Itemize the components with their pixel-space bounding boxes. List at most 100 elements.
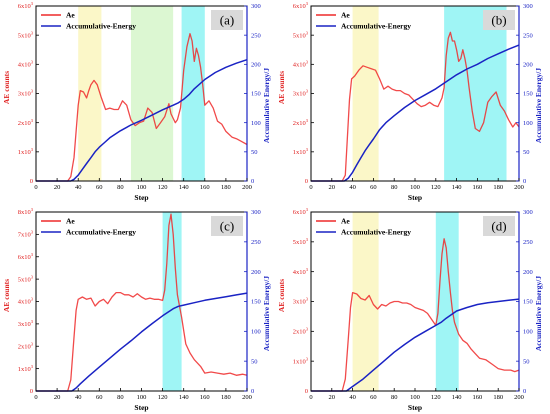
y-right-tick-label: 0: [523, 388, 526, 395]
legend: Ae Accumulative-Energy: [41, 11, 136, 31]
y-left-tick-base: 4x10: [293, 269, 306, 276]
y-left-tick-base: 0: [305, 388, 308, 395]
y-right-tick-label: 200: [251, 269, 261, 276]
y-left-tick-label: 1x103: [18, 364, 34, 373]
y-left-tick-base: 5x10: [293, 239, 306, 246]
x-tick-label: 140: [179, 184, 189, 191]
y-right-tick-label: 100: [251, 329, 261, 336]
x-tick-label: 80: [117, 394, 124, 401]
x-tick-label: 40: [349, 184, 356, 191]
legend-label-accumulative-energy: Accumulative-Energy: [66, 22, 136, 31]
y-left-tick-base: 2x10: [18, 343, 31, 350]
x-tick-label: 0: [309, 394, 312, 401]
y-left-axis-title: AE counts: [2, 71, 11, 104]
y-left-tick-label: 1x103: [18, 147, 34, 156]
shaded-region-yellow: [352, 6, 379, 181]
plot-frame: [310, 211, 520, 392]
y-left-tick-exponent: 3: [306, 356, 309, 361]
y-left-tick-exponent: 3: [306, 207, 309, 212]
y-left-tick-base: 5x10: [18, 32, 31, 39]
y-right-tick-label: 300: [523, 209, 533, 216]
x-axis-title: Step: [134, 193, 148, 202]
y-left-tick-base: 6x10: [18, 254, 31, 261]
y-right-tick-label: 150: [523, 91, 533, 98]
plot-frame: [35, 211, 248, 392]
y-left-tick-label: 0: [30, 388, 33, 395]
y-left-tick-exponent: 3: [306, 89, 309, 94]
x-tick-label: 200: [514, 394, 524, 401]
series-line-accumulative-energy: [311, 298, 520, 392]
y-right-tick-label: 100: [251, 120, 261, 127]
x-tick-label: 180: [493, 184, 503, 191]
x-tick-label: 80: [391, 184, 398, 191]
y-left-tick-label: 2x103: [18, 341, 34, 350]
y-left-tick-exponent: 3: [31, 60, 34, 65]
y-left-tick-label: 5x103: [293, 237, 309, 246]
x-tick-label: 120: [158, 394, 168, 401]
x-tick-label: 0: [34, 394, 37, 401]
y-left-tick-base: 4x10: [18, 299, 31, 306]
x-tick-label: 180: [221, 394, 231, 401]
y-left-tick-base: 0: [30, 178, 33, 185]
y-left-tick-base: 6x10: [18, 3, 31, 10]
x-tick-label: 0: [309, 184, 312, 191]
y-right-tick-label: 50: [523, 149, 530, 156]
y-left-tick-base: 2x10: [18, 120, 31, 127]
y-left-tick-base: 1x10: [293, 149, 306, 156]
y-right-axis-title: Accumulative Energy/J: [262, 276, 271, 351]
y-right-axis-title: Accumulative Energy/J: [534, 68, 543, 143]
x-tick-label: 100: [137, 184, 147, 191]
x-tick-label: 140: [452, 184, 462, 191]
y-left-tick-exponent: 3: [31, 341, 34, 346]
y-right-tick-label: 50: [251, 358, 258, 365]
shaded-region-yellow: [78, 6, 102, 181]
y-left-tick-base: 7x10: [18, 232, 31, 239]
x-tick-label: 20: [54, 184, 61, 191]
shaded-region-yellow: [352, 212, 379, 391]
y-left-tick-label: 4x103: [18, 60, 34, 69]
x-tick-label: 100: [410, 184, 420, 191]
y-left-axis-title: AE counts: [2, 279, 11, 312]
y-left-tick-label: 6x103: [293, 1, 309, 10]
x-axis-title: Step: [134, 403, 148, 412]
x-axis-title: Step: [408, 193, 422, 202]
x-tick-label: 140: [452, 394, 462, 401]
series-line-accumulative-energy: [36, 58, 248, 182]
x-tick-label: 20: [54, 394, 61, 401]
y-right-tick-label: 300: [251, 209, 261, 216]
series-line-ae: [36, 33, 248, 182]
x-tick-label: 80: [391, 394, 398, 401]
y-left-tick-exponent: 3: [31, 364, 34, 369]
y-left-tick-base: 0: [305, 178, 308, 185]
y-right-axis-title: Accumulative Energy/J: [534, 276, 543, 351]
series-line-ae: [36, 213, 248, 392]
y-left-tick-label: 4x103: [18, 297, 34, 306]
y-left-tick-base: 3x10: [293, 299, 306, 306]
chart-panel-c: 0 20 40 60 80 100 120 140 160 180 20001x1032x1033x…: [2, 207, 271, 412]
y-left-tick-base: 8x10: [18, 209, 31, 216]
x-tick-label: 60: [96, 184, 103, 191]
y-right-tick-label: 50: [523, 358, 530, 365]
y-left-tick-exponent: 3: [31, 147, 34, 152]
legend: Ae Accumulative-Energy: [316, 11, 411, 31]
chart-panel-a: 0 20 40 60 80 100 120 140 160 180 20001x1032x1033x…: [2, 1, 271, 202]
y-left-tick-base: 1x10: [293, 358, 306, 365]
y-left-tick-label: 7x103: [18, 230, 34, 239]
y-left-tick-exponent: 3: [31, 89, 34, 94]
y-right-tick-label: 200: [523, 62, 533, 69]
panel-label: (d): [491, 219, 506, 234]
y-left-axis-title: AE counts: [277, 71, 286, 104]
y-left-tick-label: 0: [305, 388, 308, 395]
x-tick-label: 120: [431, 184, 441, 191]
y-left-tick-label: 1x103: [293, 356, 309, 365]
y-right-tick-label: 250: [523, 239, 533, 246]
legend-label-ae: Ae: [66, 217, 75, 226]
y-right-tick-label: 0: [251, 178, 254, 185]
legend: Ae Accumulative-Energy: [316, 217, 411, 237]
y-left-tick-exponent: 3: [306, 147, 309, 152]
y-left-tick-exponent: 3: [306, 1, 309, 6]
x-tick-label: 40: [349, 394, 356, 401]
x-tick-label: 80: [117, 184, 124, 191]
y-left-tick-base: 4x10: [293, 62, 306, 69]
